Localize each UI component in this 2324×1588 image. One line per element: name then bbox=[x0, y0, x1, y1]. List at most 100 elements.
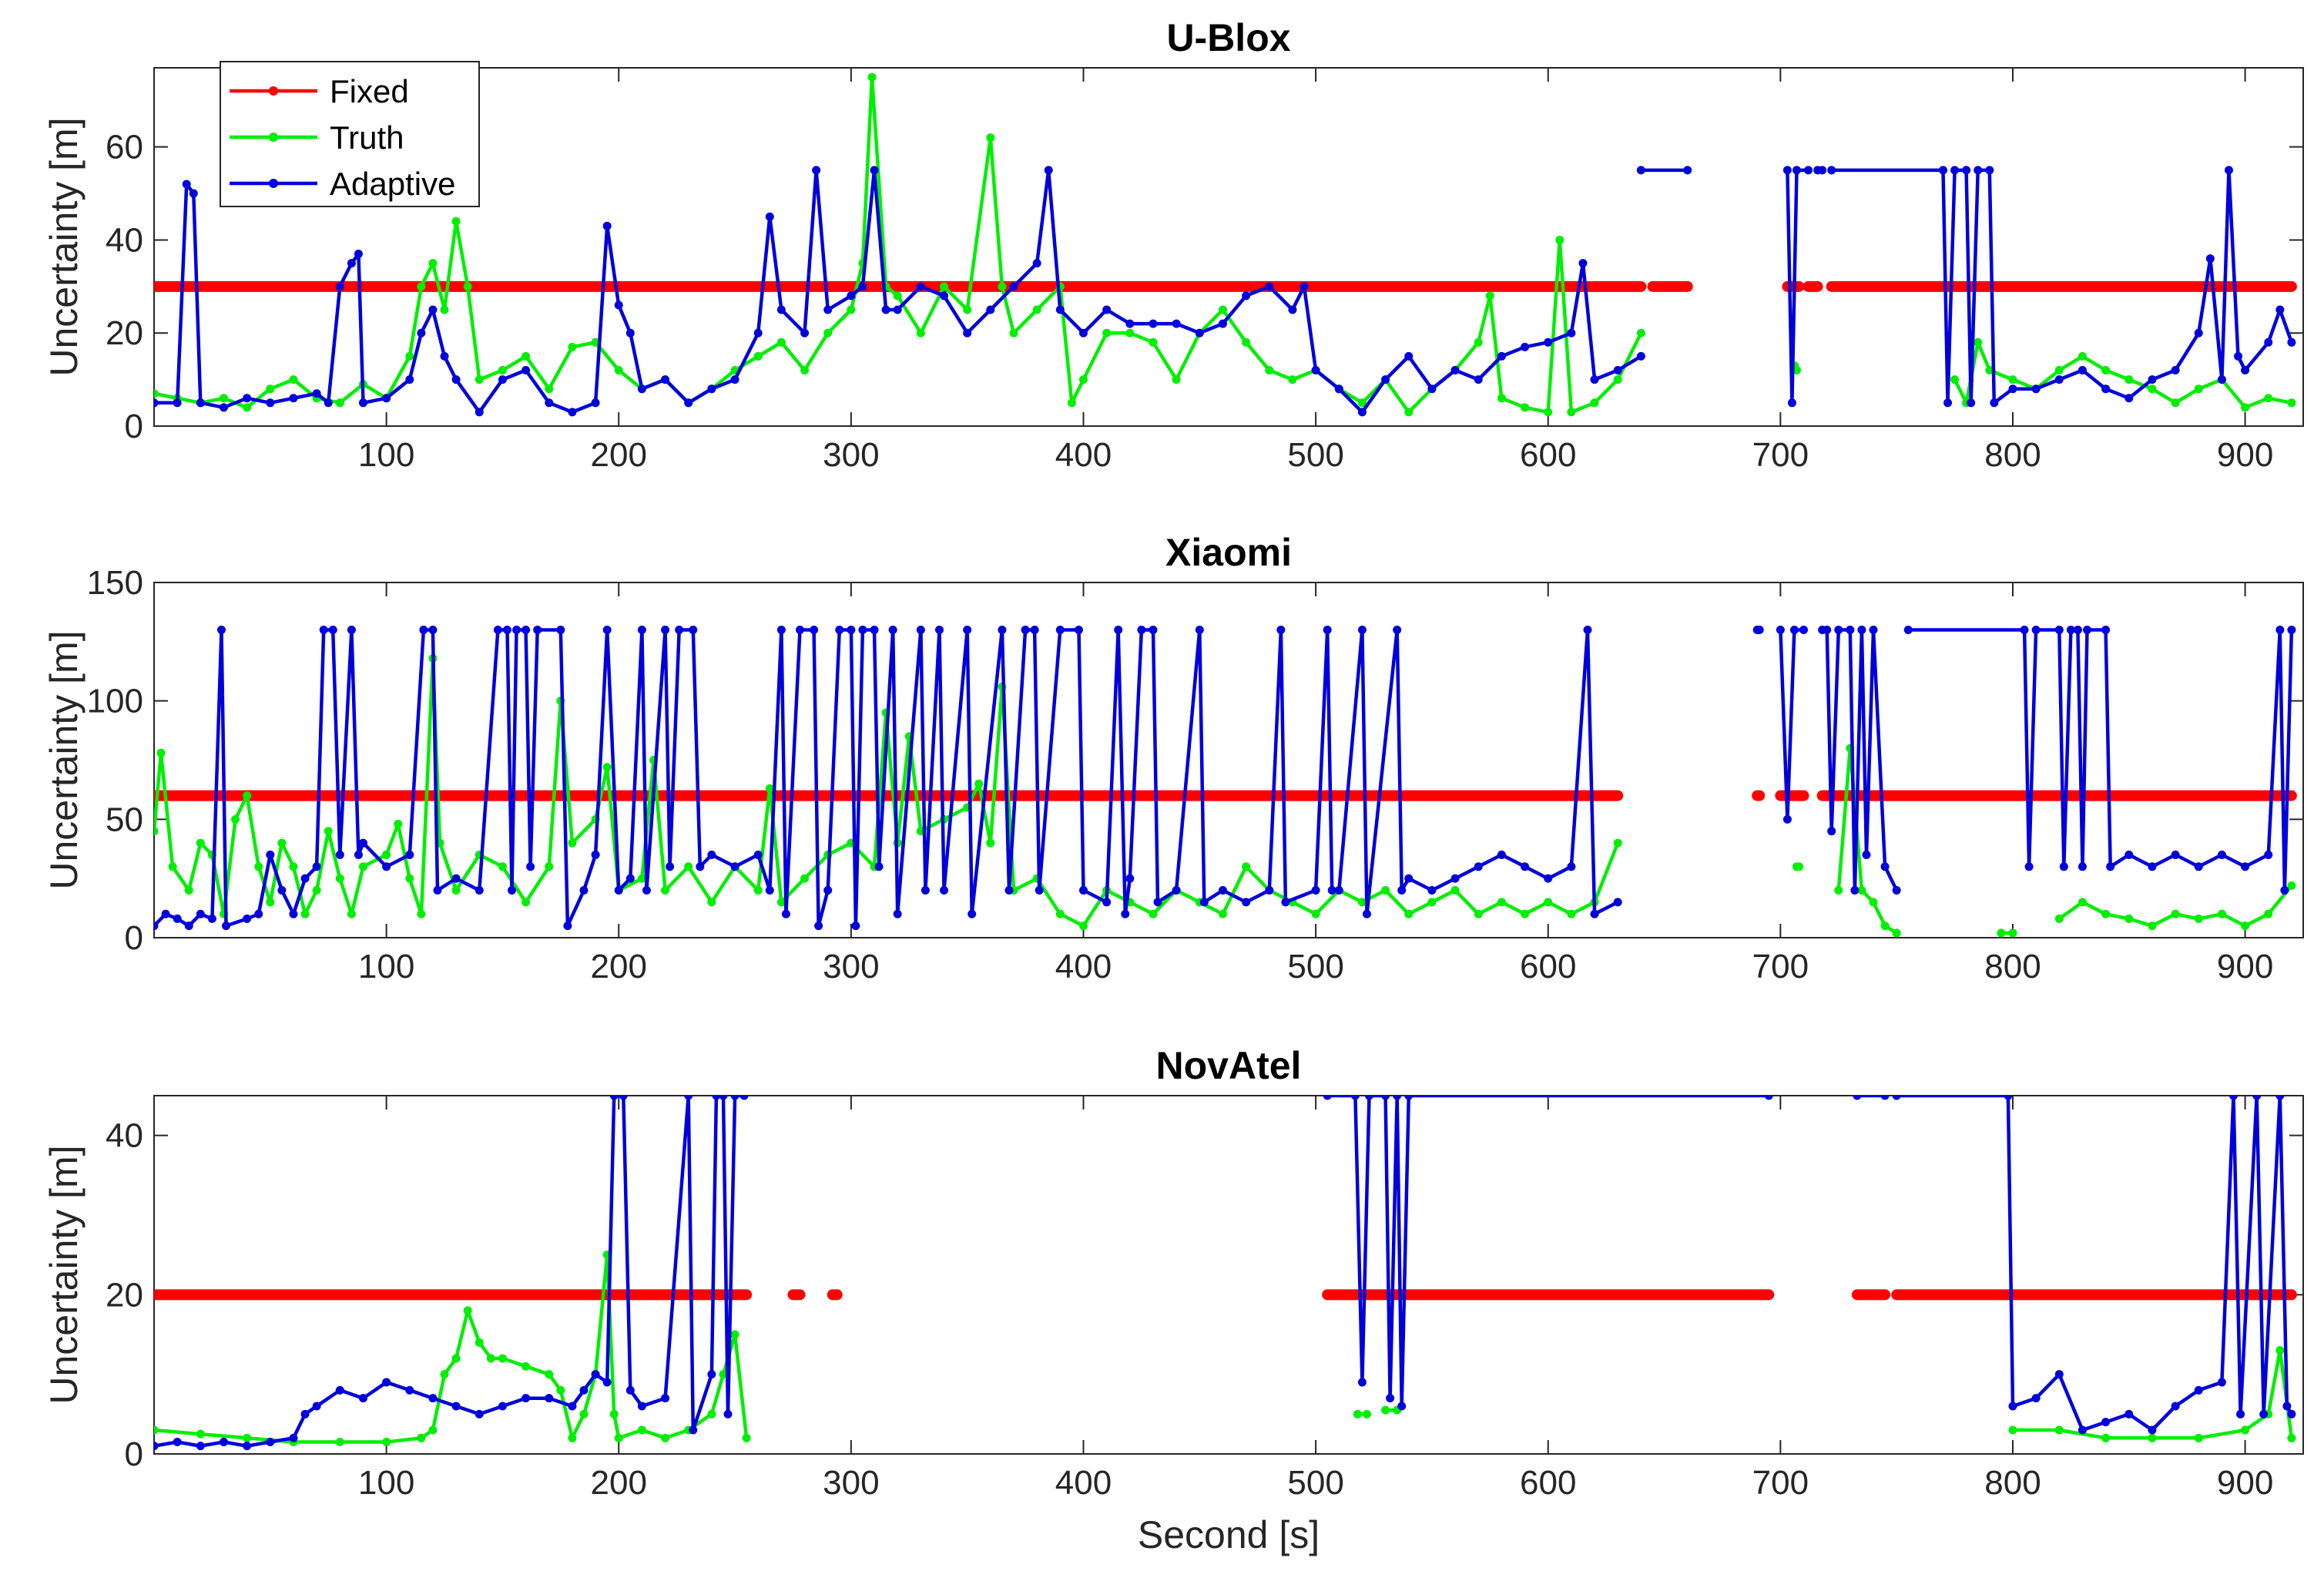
data-point-truth bbox=[1149, 337, 1158, 347]
data-point-truth bbox=[2287, 1433, 2296, 1442]
data-point-adaptive bbox=[2171, 366, 2180, 375]
data-point-adaptive bbox=[312, 862, 321, 871]
data-point-adaptive bbox=[2059, 862, 2068, 871]
data-point-adaptive bbox=[1323, 625, 1332, 634]
data-point-adaptive bbox=[1153, 898, 1162, 907]
data-point-adaptive bbox=[2004, 1096, 2013, 1100]
x-tick-label: 400 bbox=[1055, 436, 1112, 474]
data-point-truth bbox=[428, 1425, 438, 1435]
data-point-adaptive bbox=[579, 886, 589, 895]
data-point-truth bbox=[521, 1361, 531, 1371]
y-tick-label: 60 bbox=[106, 129, 143, 166]
data-point-adaptive bbox=[940, 886, 949, 895]
data-point-truth bbox=[1880, 922, 1890, 931]
panel-xiaomi: 100 200 300 400 500 600 700 800 900 0 50 100 150 Xiao… bbox=[42, 531, 2304, 985]
data-point-truth bbox=[1404, 408, 1414, 417]
data-point-truth bbox=[1125, 328, 1135, 337]
data-point-adaptive bbox=[1102, 898, 1112, 907]
data-point-adaptive bbox=[1393, 1096, 1402, 1100]
data-point-truth bbox=[324, 827, 333, 836]
data-point-adaptive bbox=[619, 1096, 628, 1100]
chart-title: Xiaomi bbox=[1165, 531, 1292, 574]
data-point-adaptive bbox=[963, 625, 972, 634]
data-point-adaptive bbox=[2264, 337, 2273, 347]
data-point-adaptive bbox=[1892, 1096, 1901, 1100]
data-point-adaptive bbox=[335, 1385, 344, 1395]
x-tick-label: 800 bbox=[1984, 1464, 2041, 1502]
data-point-adaptive bbox=[579, 1385, 589, 1395]
data-point-truth bbox=[2217, 909, 2226, 918]
data-point-adaptive bbox=[358, 398, 367, 408]
data-point-truth bbox=[1544, 898, 1553, 907]
data-point-adaptive bbox=[847, 625, 856, 634]
x-tick-label: 400 bbox=[1055, 1464, 1112, 1502]
x-tick-label: 600 bbox=[1520, 948, 1576, 985]
data-point-adaptive bbox=[2101, 625, 2111, 634]
data-point-adaptive bbox=[1009, 282, 1018, 291]
data-point-adaptive bbox=[1450, 874, 1460, 883]
y-tick-label: 0 bbox=[125, 919, 143, 957]
data-point-adaptive bbox=[1404, 874, 1414, 883]
data-point-truth bbox=[154, 1425, 159, 1435]
series-line-truth bbox=[154, 1253, 749, 1444]
data-point-adaptive bbox=[614, 300, 623, 310]
data-point-truth bbox=[382, 850, 391, 859]
data-point-truth bbox=[475, 1338, 484, 1347]
data-point-truth bbox=[1521, 403, 1530, 412]
data-point-adaptive bbox=[1334, 886, 1343, 895]
data-point-truth bbox=[1067, 398, 1076, 408]
series-line-adaptive bbox=[1896, 1096, 2293, 1432]
data-point-truth bbox=[602, 763, 612, 772]
data-point-adaptive bbox=[2031, 1394, 2041, 1403]
data-point-truth bbox=[614, 366, 623, 375]
data-point-adaptive bbox=[1397, 1402, 1407, 1411]
data-point-adaptive bbox=[173, 914, 182, 923]
data-point-truth bbox=[2287, 398, 2296, 408]
data-point-adaptive bbox=[814, 922, 823, 931]
data-point-adaptive bbox=[696, 862, 705, 871]
data-point-truth bbox=[1242, 337, 1251, 347]
data-point-truth bbox=[196, 1429, 205, 1439]
data-point-adaptive bbox=[521, 1394, 531, 1403]
data-point-adaptive bbox=[591, 1370, 600, 1379]
data-point-adaptive bbox=[1880, 1096, 1890, 1100]
data-point-adaptive bbox=[222, 922, 231, 931]
data-point-adaptive bbox=[2287, 625, 2296, 634]
series-line-truth bbox=[2057, 884, 2293, 928]
data-point-truth bbox=[358, 862, 367, 871]
data-point-truth bbox=[719, 1370, 728, 1379]
data-point-truth bbox=[154, 389, 159, 398]
data-point-adaptive bbox=[1850, 886, 1860, 895]
data-point-adaptive bbox=[1869, 625, 1878, 634]
data-point-adaptive bbox=[189, 189, 198, 198]
data-point-adaptive bbox=[796, 625, 805, 634]
data-point-truth bbox=[847, 305, 856, 314]
data-point-adaptive bbox=[963, 328, 972, 337]
data-point-truth bbox=[1544, 408, 1553, 417]
data-point-adaptive bbox=[591, 398, 600, 408]
data-point-adaptive bbox=[870, 625, 879, 634]
data-point-adaptive bbox=[602, 221, 612, 230]
data-point-adaptive bbox=[526, 862, 535, 871]
series-line-adaptive bbox=[1831, 168, 2294, 405]
data-point-adaptive bbox=[707, 384, 716, 394]
data-point-adaptive bbox=[1636, 351, 1645, 361]
data-point-adaptive bbox=[1311, 366, 1320, 375]
y-tick-label: 150 bbox=[87, 564, 143, 602]
x-tick-label: 900 bbox=[2217, 1464, 2273, 1502]
data-point-truth bbox=[2275, 1346, 2285, 1355]
data-point-adaptive bbox=[1862, 850, 1871, 859]
data-point-adaptive bbox=[1782, 166, 1792, 175]
data-point-adaptive bbox=[2054, 1370, 2064, 1379]
data-point-truth bbox=[2008, 1425, 2017, 1435]
chart-title: U-Blox bbox=[1166, 16, 1290, 59]
data-point-truth bbox=[521, 898, 531, 907]
data-point-adaptive bbox=[300, 874, 310, 883]
x-tick-label: 300 bbox=[823, 436, 879, 474]
data-point-truth bbox=[1567, 408, 1576, 417]
data-point-truth bbox=[1985, 366, 1994, 375]
data-point-adaptive bbox=[1357, 625, 1367, 634]
data-point-adaptive bbox=[433, 886, 442, 895]
data-point-adaptive bbox=[417, 328, 426, 337]
legend-label-adaptive: Adaptive bbox=[330, 166, 455, 202]
